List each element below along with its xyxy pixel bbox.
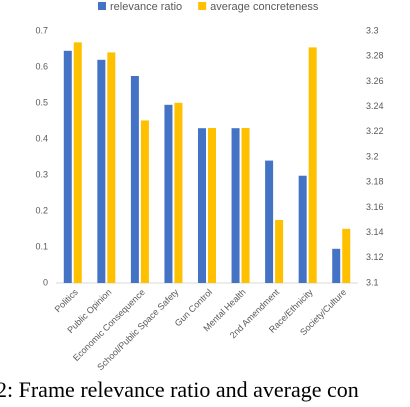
bar: [208, 128, 216, 283]
y2-tick-label: 3.26: [366, 76, 384, 86]
bar: [308, 47, 317, 283]
bar: [241, 128, 250, 283]
y2-tick-label: 3.3: [366, 25, 379, 35]
legend-label: average concreteness: [210, 1, 319, 13]
x-tick-label: Politics: [53, 287, 81, 315]
bar: [164, 104, 173, 283]
bar: [130, 76, 139, 283]
bar: [332, 248, 341, 283]
y-tick-label: 0.6: [35, 61, 48, 71]
y2-tick-label: 3.2: [366, 151, 379, 161]
y-tick-label: 0: [43, 277, 48, 287]
bar: [298, 175, 307, 283]
bar: [107, 52, 116, 283]
legend-swatch: [198, 2, 207, 10]
y-tick-label: 0.2: [35, 205, 48, 215]
bar: [97, 59, 106, 283]
y-tick-label: 0.5: [35, 97, 48, 107]
bar: [231, 128, 240, 283]
y-tick-label: 0.3: [35, 169, 48, 179]
y2-tick-label: 3.12: [366, 252, 384, 262]
y-tick-label: 0.1: [35, 241, 48, 251]
bar: [275, 220, 284, 283]
y2-tick-label: 3.28: [366, 51, 384, 61]
y-tick-label: 0.7: [35, 25, 48, 35]
bar: [342, 228, 351, 283]
y2-tick-label: 3.22: [366, 126, 384, 136]
y2-tick-label: 3.24: [366, 101, 384, 111]
bar: [63, 50, 72, 283]
caption: 2: Frame relevance ratio and average con: [0, 377, 359, 402]
bar: [140, 120, 149, 284]
y2-tick-label: 3.16: [366, 202, 384, 212]
bar: [174, 102, 183, 283]
y2-tick-label: 3.14: [366, 227, 384, 237]
bar: [265, 160, 274, 283]
y-tick-label: 0.4: [35, 133, 48, 143]
bar: [198, 128, 206, 283]
legend-swatch: [98, 2, 106, 10]
legend-label: relevance ratio: [110, 1, 182, 13]
y2-tick-label: 3.18: [366, 177, 384, 187]
bar: [73, 42, 82, 284]
y2-tick-label: 3.1: [366, 277, 379, 287]
